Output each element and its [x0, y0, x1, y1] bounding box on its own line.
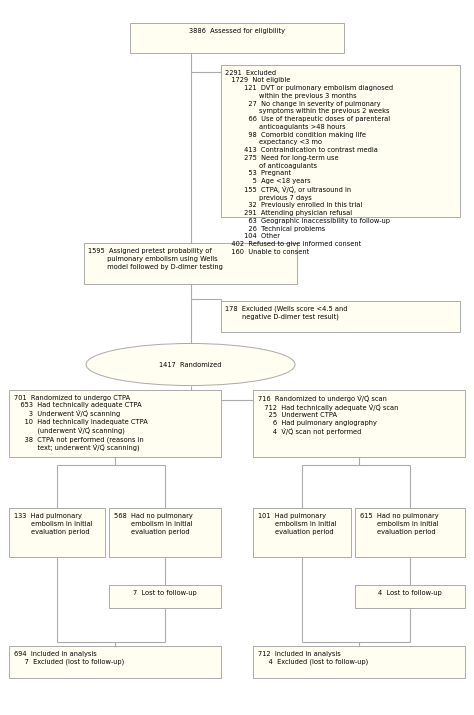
Text: 568  Had no pulmonary
        embolism in initial
        evaluation period: 568 Had no pulmonary embolism in initial… [114, 513, 192, 535]
Text: 1595  Assigned pretest probability of
         pulmonary embolism using Wells
  : 1595 Assigned pretest probability of pul… [88, 248, 223, 270]
Text: 1417  Randomized: 1417 Randomized [159, 362, 222, 368]
Text: 712  Included in analysis
     4  Excluded (lost to follow-up): 712 Included in analysis 4 Excluded (los… [258, 651, 368, 666]
FancyBboxPatch shape [9, 508, 105, 557]
FancyBboxPatch shape [253, 390, 465, 457]
Text: 4  Lost to follow-up: 4 Lost to follow-up [378, 590, 442, 596]
FancyBboxPatch shape [130, 24, 344, 53]
Text: 7  Lost to follow-up: 7 Lost to follow-up [133, 590, 197, 596]
Text: 178  Excluded (Wells score <4.5 and
        negative D-dimer test result): 178 Excluded (Wells score <4.5 and negat… [226, 305, 348, 320]
FancyBboxPatch shape [84, 243, 297, 284]
FancyBboxPatch shape [221, 64, 460, 217]
FancyBboxPatch shape [221, 301, 460, 332]
FancyBboxPatch shape [109, 585, 221, 608]
FancyBboxPatch shape [253, 646, 465, 679]
FancyBboxPatch shape [356, 585, 465, 608]
Text: 2291  Excluded
   1729  Not eligible
         121  DVT or pulmonary embolism dia: 2291 Excluded 1729 Not eligible 121 DVT … [226, 69, 393, 255]
Text: 133  Had pulmonary
        embolism in initial
        evaluation period: 133 Had pulmonary embolism in initial ev… [14, 513, 92, 535]
FancyBboxPatch shape [9, 646, 221, 679]
FancyBboxPatch shape [356, 508, 465, 557]
Text: 701  Randomized to undergo CTPA
   653  Had technically adequate CTPA
       3  : 701 Randomized to undergo CTPA 653 Had t… [14, 395, 148, 453]
Ellipse shape [86, 343, 295, 385]
Text: 694  Included in analysis
     7  Excluded (lost to follow-up): 694 Included in analysis 7 Excluded (los… [14, 651, 124, 666]
Text: 3886  Assessed for eligibility: 3886 Assessed for eligibility [189, 28, 285, 34]
FancyBboxPatch shape [9, 390, 221, 457]
Text: 615  Had no pulmonary
        embolism in initial
        evaluation period: 615 Had no pulmonary embolism in initial… [360, 513, 439, 535]
Text: 716  Randomized to undergo V̇/Q̇ scan
   712  Had technically adequate V̇/Q̇ sca: 716 Randomized to undergo V̇/Q̇ scan 712… [258, 395, 398, 435]
Text: 101  Had pulmonary
        embolism in initial
        evaluation period: 101 Had pulmonary embolism in initial ev… [258, 513, 337, 535]
FancyBboxPatch shape [253, 508, 351, 557]
FancyBboxPatch shape [109, 508, 221, 557]
